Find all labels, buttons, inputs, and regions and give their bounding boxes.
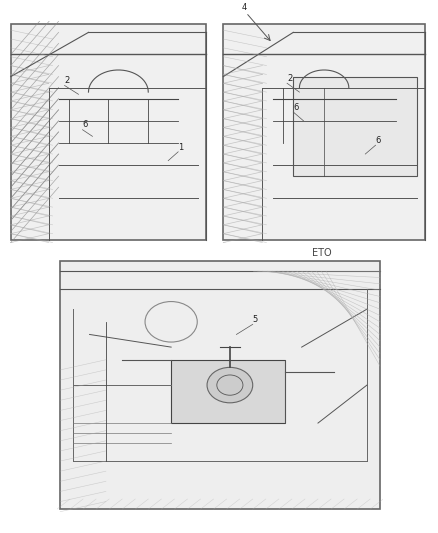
Text: 2: 2 [287,74,292,83]
Text: 2: 2 [64,76,70,85]
Circle shape [207,367,253,403]
Text: 4: 4 [242,3,247,12]
Text: 6: 6 [293,103,299,112]
Text: 1: 1 [178,143,184,151]
Bar [293,77,417,176]
Text: 5: 5 [253,315,258,324]
Text: 6: 6 [82,120,88,130]
Text: ETO: ETO [312,248,332,258]
Bar [171,360,286,423]
Text: 6: 6 [376,136,381,145]
